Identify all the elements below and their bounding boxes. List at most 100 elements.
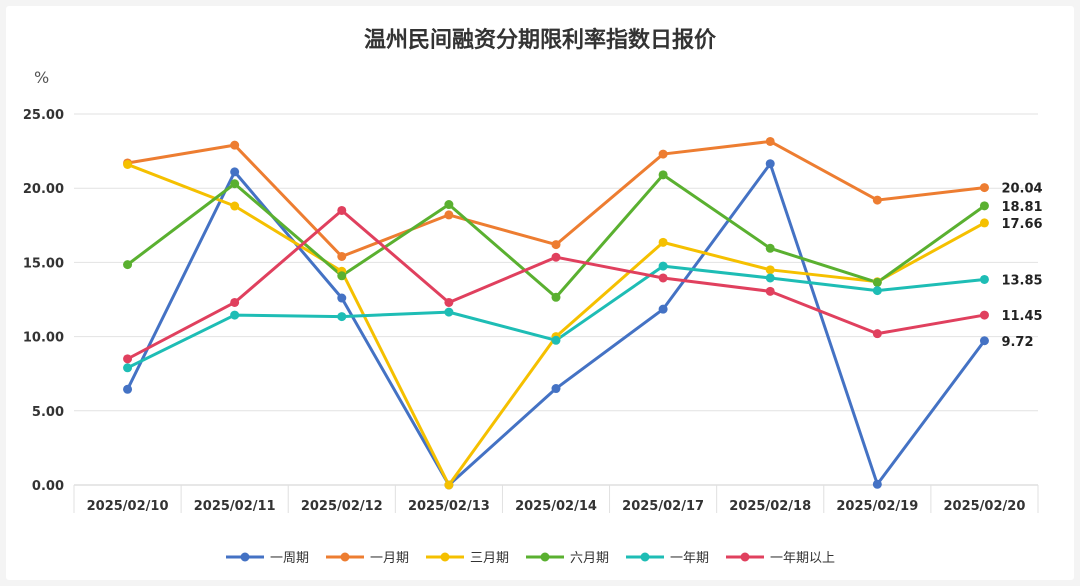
end-labels: 9.72 20.04 17.66 18.81 13.85 11.45 <box>1001 182 1042 350</box>
x-tick-label: 2025/02/14 <box>515 499 597 514</box>
legend-item: 一年期以上 <box>726 551 835 566</box>
y-tick-label: 10.00 <box>23 331 64 346</box>
legend-item: 一周期 <box>226 551 309 566</box>
chart-title: 温州民间融资分期限利率指数日报价 <box>364 27 717 53</box>
data-point <box>230 167 240 177</box>
data-point <box>444 200 454 210</box>
data-point <box>872 277 882 287</box>
x-tick-label: 2025/02/12 <box>301 499 383 514</box>
data-point <box>230 201 240 211</box>
legend-item: 一月期 <box>326 551 409 566</box>
legend-label: 三月期 <box>470 551 509 566</box>
legend-marker <box>240 552 250 562</box>
data-point <box>337 251 347 261</box>
data-point <box>551 252 561 262</box>
legend: 一周期 一月期 三月期 六月期 一年期 一年期以上 <box>226 551 835 566</box>
data-point <box>123 354 133 364</box>
data-point <box>230 140 240 150</box>
data-point <box>230 297 240 307</box>
data-point <box>444 480 454 490</box>
legend-item: 一年期 <box>626 551 709 566</box>
data-point <box>551 384 561 394</box>
legend-item: 六月期 <box>526 551 609 566</box>
data-point <box>765 136 775 146</box>
x-tick-label: 2025/02/17 <box>622 499 704 514</box>
legend-label: 一周期 <box>270 551 309 566</box>
legend-label: 一年期 <box>670 551 709 566</box>
x-tick-label: 2025/02/10 <box>87 499 169 514</box>
data-point <box>872 286 882 296</box>
data-point <box>123 363 133 373</box>
data-point <box>658 170 668 180</box>
legend-label: 一年期以上 <box>770 551 835 566</box>
data-point <box>765 286 775 296</box>
data-point <box>658 273 668 283</box>
end-value-label: 11.45 <box>1001 309 1042 324</box>
x-tick-label: 2025/02/20 <box>944 499 1026 514</box>
data-point <box>123 159 133 169</box>
x-tick-label: 2025/02/11 <box>194 499 276 514</box>
watermark-logo-icon-2 <box>27 558 45 576</box>
legend-marker <box>440 552 450 562</box>
data-point <box>337 271 347 281</box>
data-point <box>337 293 347 303</box>
legend-marker <box>540 552 550 562</box>
y-tick-label: 0.00 <box>32 479 64 494</box>
end-value-label: 17.66 <box>1001 217 1042 232</box>
data-point <box>230 179 240 189</box>
y-tick-label: 20.00 <box>23 182 64 197</box>
watermark-text: 大数跨境 <box>50 555 130 579</box>
x-tick-label: 2025/02/13 <box>408 499 490 514</box>
legend-item: 三月期 <box>426 551 509 566</box>
data-point <box>658 237 668 247</box>
legend-marker <box>640 552 650 562</box>
data-point <box>123 260 133 270</box>
data-point <box>872 479 882 489</box>
legend-marker <box>340 552 350 562</box>
data-point <box>765 273 775 283</box>
data-point <box>551 335 561 345</box>
data-point <box>765 265 775 275</box>
data-point <box>979 201 989 211</box>
watermark-logo-icon <box>7 556 29 578</box>
data-point <box>551 292 561 302</box>
data-point <box>551 240 561 250</box>
end-value-label: 20.04 <box>1001 182 1042 197</box>
data-point <box>979 274 989 284</box>
y-tick-label: 5.00 <box>32 405 64 420</box>
y-tick-label: 25.00 <box>23 108 64 123</box>
x-tick-label: 2025/02/18 <box>729 499 811 514</box>
data-point <box>872 195 882 205</box>
data-point <box>658 149 668 159</box>
end-value-label: 13.85 <box>1001 273 1042 288</box>
data-point <box>765 243 775 253</box>
end-value-label: 9.72 <box>1001 335 1033 350</box>
data-point <box>872 329 882 339</box>
data-point <box>765 159 775 169</box>
data-point <box>979 218 989 228</box>
data-point <box>337 312 347 322</box>
x-tick-label: 2025/02/19 <box>836 499 918 514</box>
data-point <box>123 384 133 394</box>
data-point <box>444 210 454 220</box>
data-point <box>658 304 668 314</box>
data-point <box>979 310 989 320</box>
data-point <box>658 261 668 271</box>
data-point <box>230 310 240 320</box>
end-value-label: 18.81 <box>1001 200 1042 215</box>
y-tick-label: 15.00 <box>23 256 64 271</box>
data-point <box>979 336 989 346</box>
y-axis-unit: % <box>34 68 49 87</box>
legend-label: 一月期 <box>370 551 409 566</box>
y-axis-ticks: 0.00 5.00 10.00 15.00 20.00 25.00 <box>23 108 64 494</box>
watermark-logo: 大数跨境 <box>7 555 130 579</box>
data-point <box>444 307 454 317</box>
series-group <box>123 136 989 490</box>
chart-background <box>6 6 1074 580</box>
data-point <box>979 183 989 193</box>
data-point <box>337 205 347 215</box>
data-point <box>444 297 454 307</box>
legend-label: 六月期 <box>570 551 609 566</box>
